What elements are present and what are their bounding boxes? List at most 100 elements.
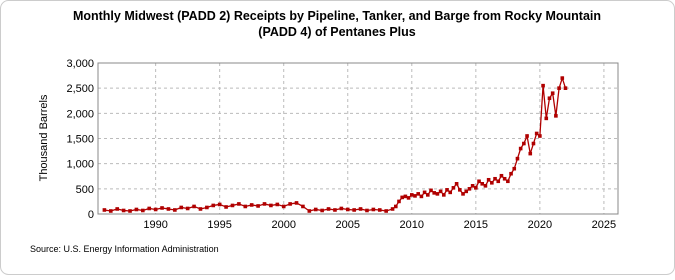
data-point xyxy=(547,96,552,101)
data-point xyxy=(451,186,456,190)
data-point xyxy=(307,209,312,213)
data-point xyxy=(400,195,404,200)
x-tick-label: 2010 xyxy=(400,219,424,231)
data-point xyxy=(438,189,443,194)
data-point xyxy=(371,207,376,212)
data-point xyxy=(173,208,177,212)
data-point xyxy=(467,187,472,191)
data-point xyxy=(490,180,494,185)
data-point xyxy=(134,207,139,212)
data-point xyxy=(198,207,203,211)
data-point xyxy=(486,177,491,182)
y-tick-label: 2,000 xyxy=(66,108,94,120)
data-point xyxy=(406,196,411,200)
data-point xyxy=(419,194,424,199)
y-tick-label: 1,500 xyxy=(66,134,94,146)
data-point xyxy=(352,208,356,212)
data-point xyxy=(560,76,565,80)
x-tick-label: 2005 xyxy=(336,219,360,231)
data-point xyxy=(377,208,382,212)
data-point xyxy=(147,206,152,211)
source: Source: U.S. Energy Information Administ… xyxy=(30,244,219,254)
data-point xyxy=(499,173,504,178)
data-point xyxy=(115,207,120,211)
data-point xyxy=(470,184,475,188)
data-point xyxy=(429,188,433,193)
data-point xyxy=(477,179,481,184)
data-point xyxy=(262,202,267,206)
data-point xyxy=(121,208,126,213)
data-point xyxy=(413,194,417,198)
data-point xyxy=(211,203,216,208)
data-point xyxy=(179,205,184,210)
data-point xyxy=(384,209,388,213)
data-point xyxy=(541,83,545,88)
data-point xyxy=(448,190,453,195)
data-point xyxy=(544,116,549,121)
x-tick-label: 2020 xyxy=(528,219,552,231)
chart-title: Monthly Midwest (PADD 2) Receipts by Pip… xyxy=(73,9,601,23)
x-tick-label: 1990 xyxy=(143,219,167,231)
data-point xyxy=(525,134,529,138)
y-tick-label: 1,000 xyxy=(66,159,94,171)
x-tick-label: 2000 xyxy=(271,219,295,231)
data-point xyxy=(102,208,107,212)
data-point xyxy=(480,182,485,186)
data-point xyxy=(454,182,459,186)
y-tick-label: 500 xyxy=(76,184,94,196)
data-point xyxy=(464,189,469,194)
data-point xyxy=(518,146,523,151)
data-point xyxy=(563,86,568,90)
data-point xyxy=(496,179,501,184)
data-point xyxy=(358,207,363,211)
data-point xyxy=(160,206,164,210)
data-point xyxy=(422,190,427,195)
x-tick-label: 2025 xyxy=(592,219,616,231)
data-point xyxy=(442,193,446,197)
data-point xyxy=(205,205,209,210)
x-tick-label: 1995 xyxy=(207,219,231,231)
data-point xyxy=(345,207,350,212)
y-tick-label: 2,500 xyxy=(66,83,94,95)
data-point xyxy=(458,188,462,192)
data-point xyxy=(515,156,520,161)
data-point xyxy=(432,191,437,195)
data-point xyxy=(249,203,254,207)
data-point xyxy=(426,193,430,197)
data-point xyxy=(512,166,517,171)
x-tick-label: 2015 xyxy=(464,219,488,231)
data-point xyxy=(365,208,369,213)
data-point xyxy=(474,186,478,190)
data-point xyxy=(224,205,228,209)
data-point xyxy=(550,91,555,95)
data-point xyxy=(445,188,449,192)
data-point xyxy=(522,141,526,146)
data-point xyxy=(128,209,132,213)
data-point xyxy=(506,179,510,184)
data-point xyxy=(230,203,235,208)
data-point xyxy=(461,192,465,196)
data-point xyxy=(390,207,395,211)
data-point xyxy=(141,208,145,213)
data-point xyxy=(269,203,273,208)
data-point xyxy=(416,192,420,196)
data-point xyxy=(217,202,222,207)
data-point xyxy=(326,207,331,211)
data-point xyxy=(557,86,561,90)
y-tick-label: 0 xyxy=(88,209,94,221)
data-point xyxy=(256,204,260,208)
data-point xyxy=(237,202,241,206)
data-point xyxy=(320,208,324,213)
data-point xyxy=(288,202,292,206)
data-point xyxy=(393,204,398,209)
data-point xyxy=(192,204,196,209)
data-point xyxy=(534,131,539,136)
data-point xyxy=(294,201,299,205)
data-point xyxy=(502,176,507,181)
data-point xyxy=(531,141,536,146)
data-point xyxy=(403,194,408,199)
data-point xyxy=(313,207,318,212)
y-tick-label: 3,000 xyxy=(66,58,94,70)
